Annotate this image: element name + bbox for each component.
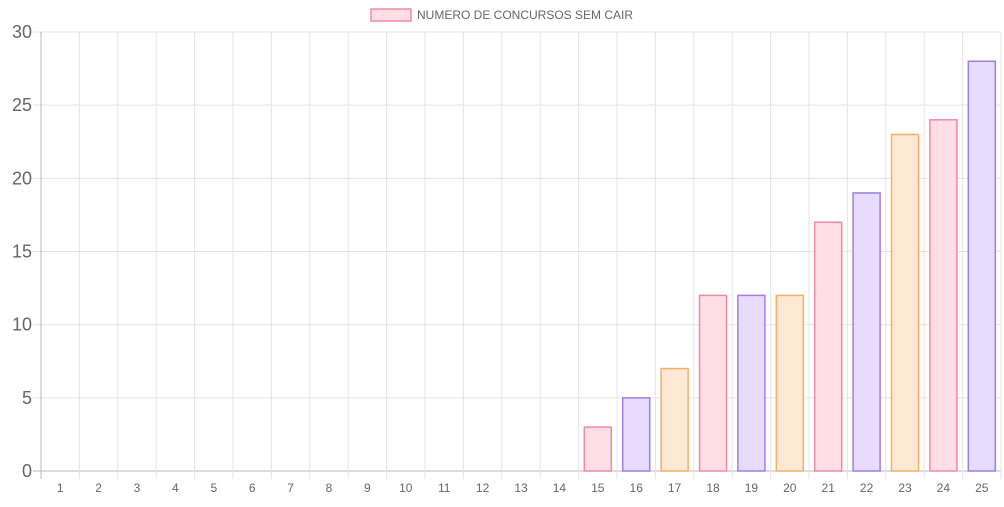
x-tick-label: 16: [630, 481, 644, 495]
x-tick-label: 8: [326, 481, 333, 495]
x-tick-label: 5: [210, 481, 217, 495]
x-tick-label: 25: [975, 481, 989, 495]
bar-16[interactable]: [621, 397, 651, 472]
x-tick-label: 24: [937, 481, 951, 495]
bars: [583, 60, 997, 472]
x-tick-label: 21: [822, 481, 836, 495]
y-tick-label: 10: [12, 315, 32, 335]
x-tick-label: 22: [860, 481, 874, 495]
bar-24[interactable]: [929, 119, 958, 472]
x-tick-label: 1: [57, 481, 64, 495]
x-tick-label: 15: [591, 481, 605, 495]
y-tick-label: 0: [22, 461, 32, 481]
x-tick-label: 9: [364, 481, 371, 495]
x-tick-label: 7: [287, 481, 294, 495]
y-tick-label: 20: [12, 168, 32, 188]
x-tick-label: 14: [553, 481, 567, 495]
legend[interactable]: NUMERO DE CONCURSOS SEM CAIR: [370, 8, 633, 22]
bar-15[interactable]: [583, 426, 613, 472]
bar-23[interactable]: [890, 133, 920, 472]
y-tick-label: 25: [12, 95, 32, 115]
bar-19[interactable]: [737, 294, 766, 472]
x-tick-label: 6: [249, 481, 256, 495]
x-tick-label: 20: [783, 481, 797, 495]
bar-17[interactable]: [660, 367, 689, 472]
x-tick-label: 13: [514, 481, 528, 495]
x-tick-label: 4: [172, 481, 179, 495]
x-tick-label: 23: [898, 481, 912, 495]
x-tick-label: 18: [706, 481, 720, 495]
bar-25[interactable]: [967, 60, 997, 472]
bar-22[interactable]: [852, 192, 881, 472]
bar-21[interactable]: [813, 221, 843, 472]
bar-18[interactable]: [698, 294, 728, 472]
x-tick-label: 10: [399, 481, 413, 495]
x-tick-label: 12: [476, 481, 490, 495]
x-tick-label: 19: [745, 481, 759, 495]
y-tick-label: 30: [12, 22, 32, 42]
x-tick-label: 3: [134, 481, 141, 495]
x-tick-label: 2: [95, 481, 102, 495]
x-tick-label: 17: [668, 481, 682, 495]
x-tick-label: 11: [438, 481, 451, 495]
grid-lines: [33, 31, 1002, 479]
bar-20[interactable]: [775, 294, 805, 472]
legend-label[interactable]: NUMERO DE CONCURSOS SEM CAIR: [417, 8, 633, 22]
legend-swatch[interactable]: [370, 8, 412, 22]
y-tick-label: 5: [22, 388, 32, 408]
y-tick-label: 15: [12, 242, 32, 262]
